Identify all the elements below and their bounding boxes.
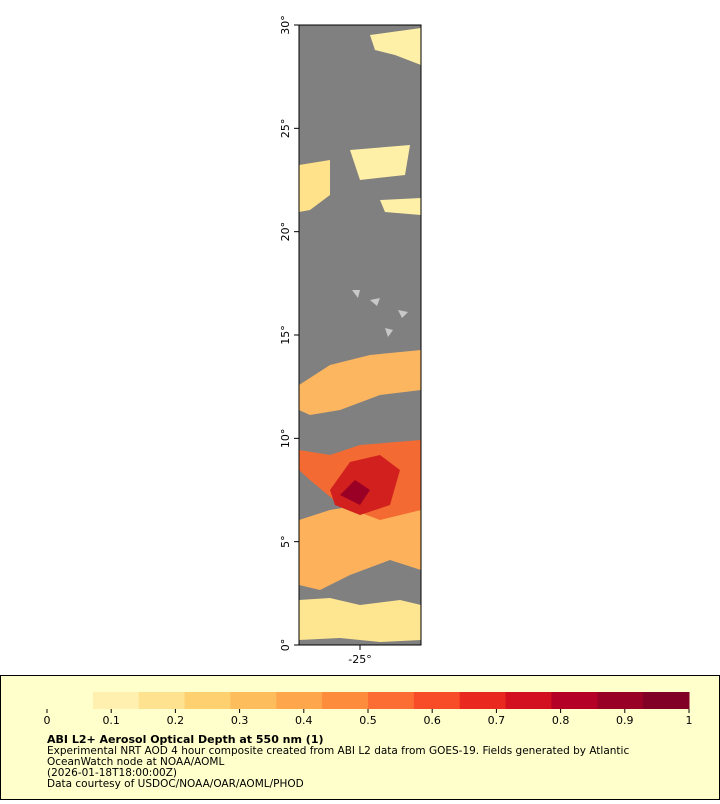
y-tick-label: 30° bbox=[279, 15, 292, 35]
legend-note: Experimental NRT AOD 4 hour composite cr… bbox=[47, 745, 629, 757]
colorbar-swatch bbox=[643, 692, 690, 709]
y-tick-label: 10° bbox=[279, 429, 292, 449]
colorbar-tick-label: 0.9 bbox=[616, 714, 634, 727]
colorbar-tick-label: 0.8 bbox=[552, 714, 570, 727]
x-tick-label: -25° bbox=[348, 653, 371, 666]
colorbar-tick-label: 0.4 bbox=[295, 714, 313, 727]
colorbar-swatch bbox=[276, 692, 323, 709]
colorbar-swatch bbox=[551, 692, 598, 709]
colorbar-swatch bbox=[597, 692, 644, 709]
aerosol-field bbox=[299, 28, 421, 642]
legend-note: (2026-01-18T18:00:00Z) bbox=[47, 767, 177, 779]
colorbar-swatch bbox=[322, 692, 369, 709]
colorbar-tick-label: 0.3 bbox=[231, 714, 249, 727]
colorbar-swatch bbox=[92, 692, 140, 709]
colorbar-swatch bbox=[230, 692, 277, 709]
y-tick-label: 25° bbox=[279, 119, 292, 139]
y-tick-label: 20° bbox=[279, 222, 292, 242]
colorbar-swatch bbox=[138, 692, 186, 709]
colorbar-swatch bbox=[459, 692, 507, 709]
colorbar-tick-label: 0.5 bbox=[359, 714, 377, 727]
colorbar-swatch bbox=[413, 692, 461, 709]
colorbar-tick-label: 0.1 bbox=[102, 714, 120, 727]
legend-title: ABI L2+ Aerosol Optical Depth at 550 nm … bbox=[47, 733, 324, 746]
colorbar-tick-label: 1 bbox=[686, 714, 693, 727]
legend-note: Data courtesy of USDOC/NOAA/OAR/AOML/PHO… bbox=[47, 778, 304, 790]
y-tick-label: 5° bbox=[279, 535, 292, 548]
colorbar-tick-label: 0.6 bbox=[423, 714, 441, 727]
colorbar-tick-label: 0 bbox=[44, 714, 51, 727]
colorbar-swatch bbox=[47, 692, 94, 709]
colorbar-swatch bbox=[368, 692, 415, 709]
y-tick-label: 15° bbox=[279, 325, 292, 345]
colorbar-swatch bbox=[505, 692, 552, 709]
colorbar-tick-label: 0.7 bbox=[488, 714, 506, 727]
y-tick-label: 0° bbox=[279, 639, 292, 652]
colorbar-tick-label: 0.2 bbox=[167, 714, 185, 727]
legend-note: OceanWatch node at NOAA/AOML bbox=[47, 756, 224, 768]
colorbar-swatch bbox=[184, 692, 231, 709]
